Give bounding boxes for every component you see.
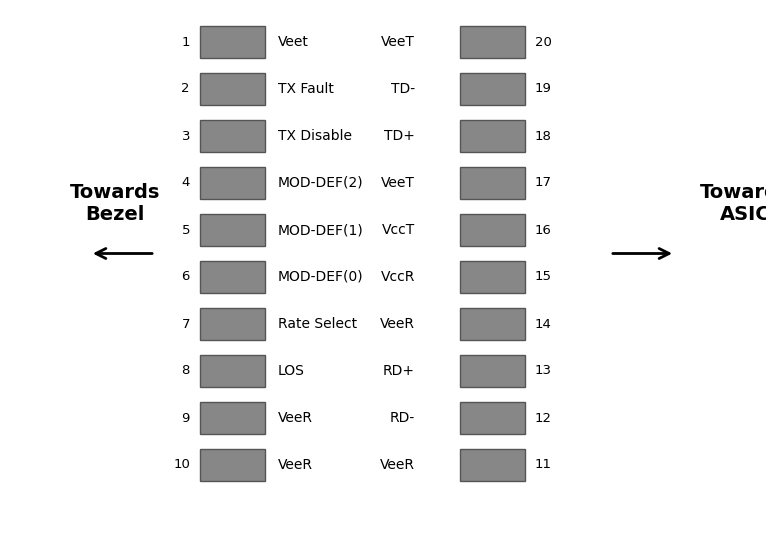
Text: VeeR: VeeR xyxy=(380,317,415,331)
Bar xyxy=(460,402,525,434)
Text: LOS: LOS xyxy=(278,364,305,378)
Text: VeeR: VeeR xyxy=(278,411,313,425)
Text: 5: 5 xyxy=(182,223,190,236)
Text: MOD-DEF(1): MOD-DEF(1) xyxy=(278,223,364,237)
Text: RD+: RD+ xyxy=(383,364,415,378)
Text: 19: 19 xyxy=(535,82,552,95)
Bar xyxy=(200,261,265,293)
Text: 3: 3 xyxy=(182,130,190,143)
Text: 13: 13 xyxy=(535,365,552,377)
Text: 12: 12 xyxy=(535,411,552,424)
Text: Towards
ASIC: Towards ASIC xyxy=(700,183,766,224)
Bar xyxy=(460,308,525,340)
Bar xyxy=(460,355,525,387)
Text: TX Fault: TX Fault xyxy=(278,82,334,96)
Text: 7: 7 xyxy=(182,318,190,331)
Bar xyxy=(200,120,265,152)
Bar xyxy=(460,214,525,246)
Text: 10: 10 xyxy=(173,459,190,472)
Text: 4: 4 xyxy=(182,177,190,190)
Bar xyxy=(460,26,525,58)
Bar xyxy=(460,449,525,481)
Text: 18: 18 xyxy=(535,130,552,143)
Text: 16: 16 xyxy=(535,223,552,236)
Bar xyxy=(460,261,525,293)
Text: TX Disable: TX Disable xyxy=(278,129,352,143)
Text: VeeT: VeeT xyxy=(381,176,415,190)
Bar xyxy=(460,73,525,105)
Text: Veet: Veet xyxy=(278,35,309,49)
Text: 14: 14 xyxy=(535,318,552,331)
Bar xyxy=(460,120,525,152)
Text: TD+: TD+ xyxy=(384,129,415,143)
Bar xyxy=(200,26,265,58)
Text: MOD-DEF(2): MOD-DEF(2) xyxy=(278,176,364,190)
Text: VeeR: VeeR xyxy=(380,458,415,472)
Text: TD-: TD- xyxy=(391,82,415,96)
Bar xyxy=(200,73,265,105)
Bar xyxy=(200,214,265,246)
Text: RD-: RD- xyxy=(390,411,415,425)
Text: 17: 17 xyxy=(535,177,552,190)
Text: 20: 20 xyxy=(535,35,552,48)
Text: Rate Select: Rate Select xyxy=(278,317,357,331)
Bar xyxy=(200,449,265,481)
Text: 8: 8 xyxy=(182,365,190,377)
Bar xyxy=(200,167,265,199)
Text: 15: 15 xyxy=(535,270,552,283)
Bar xyxy=(200,308,265,340)
Bar xyxy=(460,167,525,199)
Text: 11: 11 xyxy=(535,459,552,472)
Text: VccT: VccT xyxy=(381,223,415,237)
Text: 1: 1 xyxy=(182,35,190,48)
Text: 6: 6 xyxy=(182,270,190,283)
Text: VeeT: VeeT xyxy=(381,35,415,49)
Text: 9: 9 xyxy=(182,411,190,424)
Text: MOD-DEF(0): MOD-DEF(0) xyxy=(278,270,364,284)
Text: VccR: VccR xyxy=(381,270,415,284)
Text: 2: 2 xyxy=(182,82,190,95)
Bar xyxy=(200,355,265,387)
Text: Towards
Bezel: Towards Bezel xyxy=(70,183,160,224)
Text: VeeR: VeeR xyxy=(278,458,313,472)
Bar xyxy=(200,402,265,434)
